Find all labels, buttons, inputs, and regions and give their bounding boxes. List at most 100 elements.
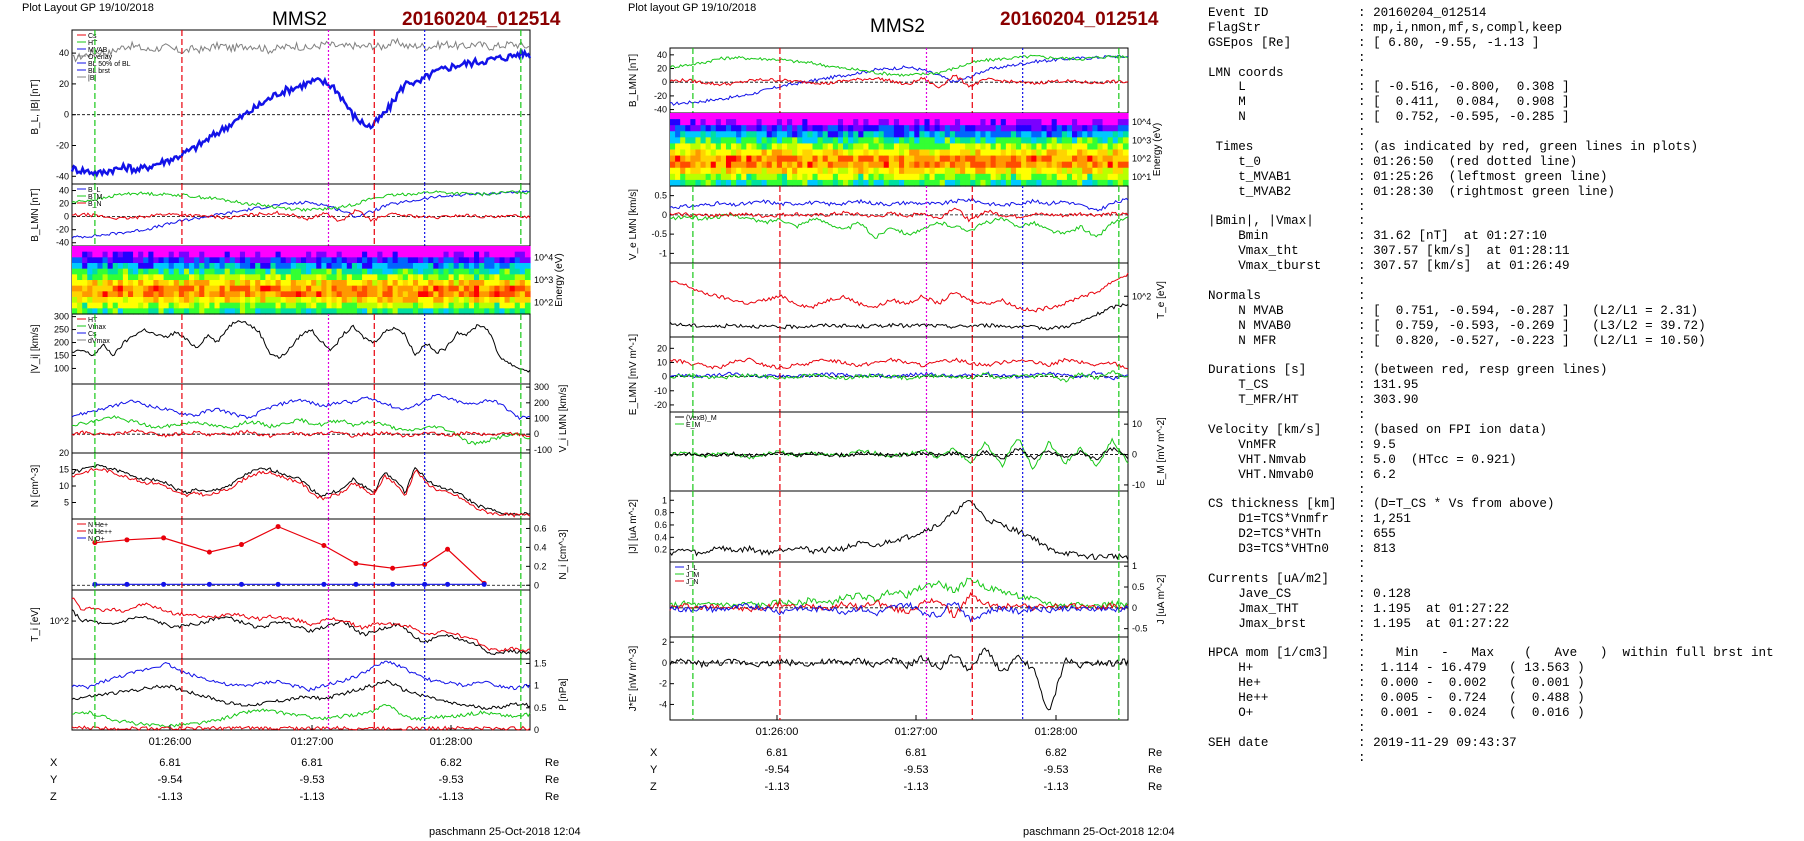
summary-row: O+: 0.001 - 0.024 ( 0.016 ) [1208, 706, 1774, 721]
heatmap-cell [944, 113, 951, 120]
heatmap-cell [82, 302, 88, 309]
summary-row: Normals: [1208, 289, 1774, 304]
heatmap-cell [720, 179, 727, 187]
heatmap-cell [199, 257, 205, 264]
heatmap-cell [1046, 113, 1053, 120]
orbit-row-unit: Re [545, 757, 559, 769]
summary-value: : 1.195 at 01:27:22 [1358, 601, 1510, 616]
heatmap-cell [443, 302, 450, 309]
heatmap-cell [929, 167, 936, 175]
heatmap-cell [985, 155, 992, 163]
heatmap-cell [189, 268, 195, 275]
heatmap-cell [893, 119, 900, 126]
heatmap-cell [245, 285, 251, 292]
heatmap-cell [458, 274, 465, 281]
axis-label: B_L, |B| [nT] [30, 79, 41, 134]
heatmap-cell [336, 251, 343, 258]
heatmap-cell [402, 274, 409, 281]
heatmap-cell [356, 308, 363, 315]
heatmap-cell [904, 173, 910, 181]
tick-label: 10^1 [1132, 172, 1151, 182]
heatmap-cell [929, 113, 936, 120]
summary-row: Bmin: 31.62 [nT] at 01:27:10 [1208, 229, 1774, 244]
heatmap-cell [680, 137, 686, 145]
summary-key: D2=TCS*VHTn [1208, 527, 1322, 542]
heatmap-cell [965, 131, 971, 138]
heatmap-cell [781, 131, 788, 138]
heatmap-cell [690, 173, 697, 181]
heatmap-cell [853, 155, 859, 163]
heatmap-cell [260, 308, 266, 315]
heatmap-cell [219, 251, 226, 258]
heatmap-cell [367, 251, 373, 258]
heatmap-cell [219, 285, 226, 292]
heatmap-cell [204, 302, 210, 309]
heatmap-cell [168, 268, 175, 275]
heatmap-cell [418, 308, 424, 315]
heatmap-cell [1036, 131, 1043, 138]
axis-label: V_i LMN [km/s] [558, 384, 569, 452]
heatmap-cell [705, 113, 712, 120]
heatmap-cell [985, 125, 992, 132]
summary-key: T_CS [1208, 378, 1269, 393]
heatmap-cell [402, 302, 409, 309]
heatmap-cell [675, 179, 681, 187]
heatmap-cell [909, 149, 915, 157]
heatmap-cell [362, 308, 368, 315]
heatmap-cell [797, 179, 803, 187]
tick-label: 1 [662, 495, 667, 505]
heatmap-cell [899, 113, 905, 120]
heatmap-cell [479, 257, 485, 264]
summary-value: : 1.114 - 16.479 ( 13.563 ) [1358, 661, 1585, 676]
heatmap-cell [883, 173, 890, 181]
heatmap-cell [183, 263, 190, 270]
heatmap-cell [117, 285, 124, 292]
heatmap-cell [858, 173, 864, 181]
heatmap-cell [245, 308, 251, 315]
panel-frame [71, 589, 531, 660]
data-point [353, 581, 359, 587]
heatmap-cell [893, 131, 900, 138]
heatmap-cell [87, 274, 93, 281]
heatmap-cell [433, 274, 439, 281]
heatmap-cell [275, 263, 282, 270]
summary-row: D2=TCS*VHTn: 655 [1208, 527, 1774, 542]
heatmap-cell [412, 297, 419, 304]
heatmap-cell [792, 149, 798, 157]
heatmap-cell [1066, 179, 1073, 187]
heatmap-cell [245, 257, 251, 264]
heatmap-cell [756, 125, 763, 132]
heatmap-cell [797, 131, 803, 138]
summary-value: : 20160204_012514 [1358, 6, 1487, 20]
heatmap-cell [494, 263, 501, 270]
heatmap-cell [255, 302, 261, 309]
heatmap-cell [418, 274, 424, 281]
heatmap-cell [245, 280, 251, 287]
heatmap-cell [802, 131, 808, 138]
heatmap-cell [914, 155, 920, 163]
heatmap-cell [670, 137, 676, 145]
heatmap-cell [158, 268, 165, 275]
heatmap-cell [787, 179, 793, 187]
heatmap-cell [285, 280, 292, 287]
heatmap-cell [1077, 179, 1083, 187]
summary-row: N MVAB: [ 0.751, -0.594, -0.287 ] (L2/L1… [1208, 304, 1774, 319]
heatmap-cell [448, 274, 455, 281]
heatmap-cell [402, 285, 409, 292]
heatmap-cell [204, 285, 210, 292]
heatmap-cell [878, 125, 885, 132]
heatmap-cell [438, 257, 445, 264]
heatmap-cell [122, 246, 129, 253]
heatmap-cell [705, 125, 712, 132]
heatmap-cell [1010, 113, 1017, 120]
heatmap-cell [1061, 155, 1068, 163]
heatmap-cell [351, 246, 358, 253]
heatmap-cell [715, 167, 722, 175]
heatmap-cell [173, 302, 180, 309]
heatmap-cell [1112, 131, 1119, 138]
tick-label: 100 [534, 414, 549, 424]
heatmap-cell [458, 285, 465, 292]
heatmap-cell [204, 251, 210, 258]
heatmap-cell [484, 302, 490, 309]
